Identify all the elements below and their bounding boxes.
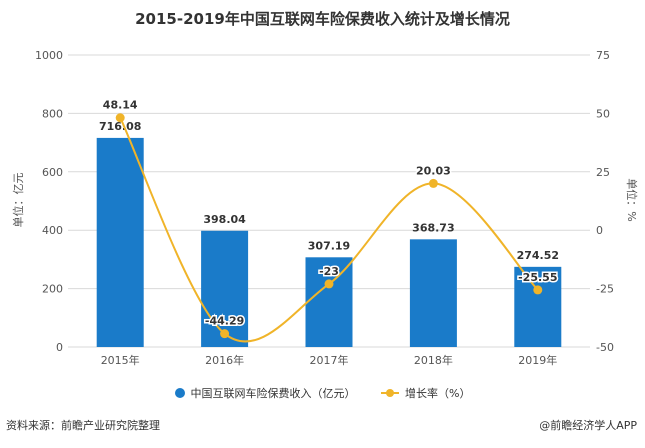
y-left-tick-label: 200 [42,283,63,296]
growth-value-label: -25.55 [518,271,557,284]
y-left-tick-label: 1000 [35,49,63,62]
legend-bar-label: 中国互联网车险保费收入（亿元） [190,387,356,400]
legend: 中国互联网车险保费收入（亿元） 增长率（%） [0,385,645,401]
growth-value-label: 20.03 [416,164,451,177]
y-left-tick-label: 400 [42,224,63,237]
bar-value-label: 274.52 [517,249,559,262]
bar [96,137,144,347]
bar [201,230,249,347]
bar [409,239,457,347]
growth-point [115,113,125,123]
y-right-tick-label: -25 [596,283,614,296]
bar-value-label: 307.19 [308,239,350,252]
y-right-tick-label: 75 [596,49,610,62]
legend-line-label: 增长率（%） [405,387,471,400]
y-right-tick-label: 0 [596,224,603,237]
chart-title: 2015-2019年中国互联网车险保费收入统计及增长情况 [135,10,510,28]
x-tick-label: 2018年 [414,353,453,367]
growth-point [533,285,543,295]
growth-value-label: -23 [319,265,339,278]
legend-line-marker [381,388,400,398]
growth-point [220,329,230,339]
y-left-tick-label: 0 [56,341,63,354]
growth-value-label: -44.29 [205,315,244,328]
bar-value-label: 398.04 [203,213,246,226]
y-right-tick-label: 50 [596,107,610,120]
x-tick-label: 2015年 [101,353,140,367]
y-right-tick-label: -50 [596,341,614,354]
credit-note: @前瞻经济学人APP [539,419,637,432]
growth-value-label: 48.14 [103,99,138,112]
growth-point [428,178,438,188]
bar [514,266,562,347]
bar-value-label: 716.08 [99,120,141,133]
y-right-tick-label: 25 [596,166,610,179]
y-left-axis-label: 单位：亿元 [11,173,25,228]
growth-line [119,117,539,343]
y-right-axis-label: 单位：% [625,178,639,221]
growth-point [324,279,334,289]
source-note: 资料来源：前瞻产业研究院整理 [6,419,160,432]
y-left-tick-label: 800 [42,107,63,120]
x-tick-label: 2016年 [205,353,244,367]
bar [305,257,353,347]
x-tick-label: 2017年 [310,353,349,367]
x-tick-label: 2019年 [518,353,557,367]
y-left-tick-label: 600 [42,166,63,179]
legend-bar-marker [174,388,185,398]
bar-value-label: 368.73 [412,221,454,234]
